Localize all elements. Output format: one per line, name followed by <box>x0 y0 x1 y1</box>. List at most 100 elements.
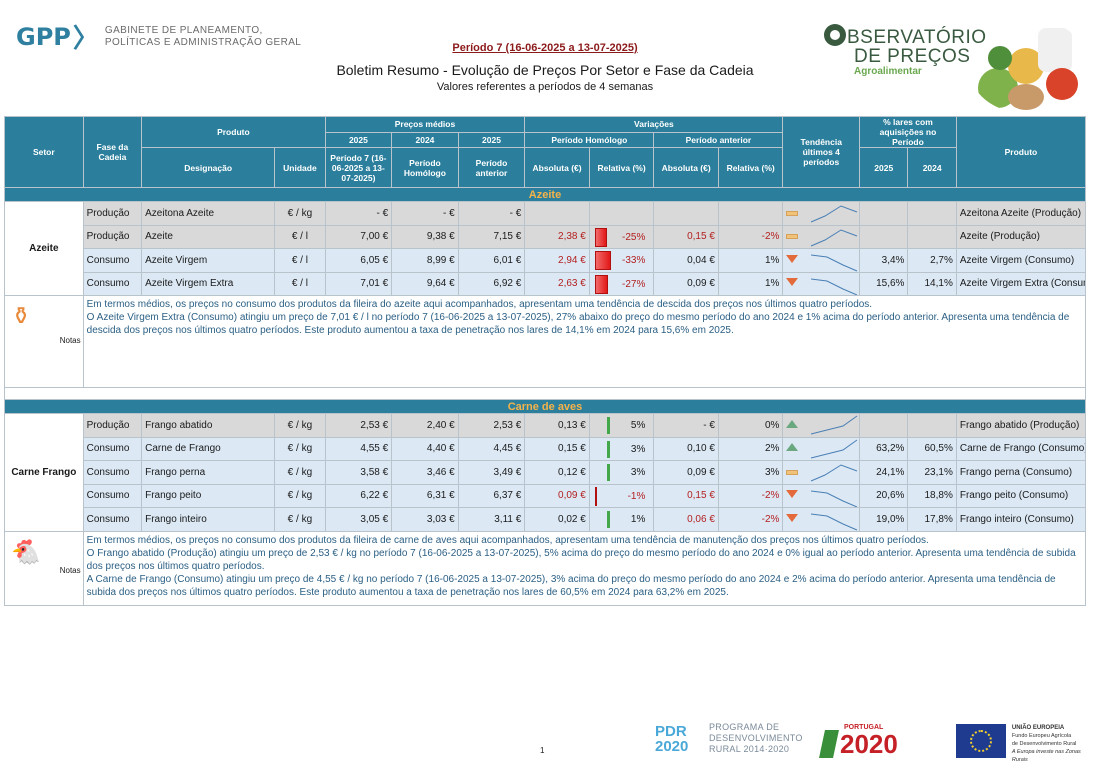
notes-row: 🐔 Notas Em termos médios, os preços no con… <box>4 530 1087 606</box>
price-2024-cell: 3,46 € <box>391 460 459 485</box>
rel-homologo-cell <box>588 201 655 226</box>
price-2025-cell: 4,55 € <box>324 436 393 461</box>
abs-anterior-cell: 0,09 € <box>653 460 719 485</box>
header-lares-2024: 2024 <box>907 147 957 188</box>
pdr-line2: DESENVOLVIMENTO <box>709 733 803 743</box>
header-year-2025: 2025 <box>324 131 393 148</box>
sparkline-line <box>811 439 858 458</box>
price-2024-cell: 9,64 € <box>391 271 459 296</box>
trend-down-icon <box>786 490 799 499</box>
rel-homologo-value: -33% <box>622 255 646 266</box>
lares-2024-cell: 14,1% <box>907 271 957 296</box>
price-2024-cell: - € <box>391 201 459 226</box>
notes-label: Notas <box>59 336 81 345</box>
eu-line2: Fundo Europeu Agrícola <box>1011 733 1072 739</box>
note-paragraph: Em termos médios, os preços no consumo d… <box>86 299 873 310</box>
rel-homologo-value: -27% <box>622 278 646 290</box>
lares-2024-cell <box>907 201 957 226</box>
produto-right-cell: Azeite Virgem (Consumo) <box>955 248 1087 273</box>
rel-anterior-cell <box>717 201 784 226</box>
header-periodo-anterior: Período anterior <box>457 147 526 188</box>
portugal2020-logo: PORTUGAL 2020 <box>819 724 898 758</box>
produto-right-cell: Azeite (Produção) <box>955 224 1087 249</box>
sector-name: Azeite <box>4 201 84 296</box>
fase-cell: Produção <box>82 413 143 438</box>
sparkline-line <box>811 490 858 507</box>
header-fase: Fase da Cadeia <box>82 116 143 188</box>
sector-name: Carne Frango <box>4 413 84 532</box>
trend-cell <box>782 248 861 273</box>
table-row: Consumo Azeite Virgem Extra € / l 7,01 €9,6… <box>5 271 1087 296</box>
produto-right-cell: Carne de Frango (Consumo) <box>955 436 1087 461</box>
rel-homologo-value: 3% <box>630 443 646 455</box>
price-2025-cell: 3,58 € <box>324 460 393 485</box>
trend-flat-icon <box>786 210 799 216</box>
sparkline-line <box>811 205 858 223</box>
notes-text: Em termos médios, os preços no consumo d… <box>82 295 1087 388</box>
price-2025-cell: 2,53 € <box>324 413 393 438</box>
rel-homologo-cell: -33% <box>588 248 655 273</box>
rel-anterior-cell: 2% <box>717 436 784 461</box>
header-absoluta-h: Absoluta (€) <box>524 147 590 188</box>
rel-anterior-cell: 3% <box>717 460 784 485</box>
price-anterior-cell: 6,37 € <box>457 483 526 508</box>
designacao-cell: Frango peito <box>141 483 276 508</box>
table-row: Consumo Frango inteiro € / kg 3,05 €3,03 €3… <box>5 507 1087 532</box>
trend-down-icon <box>786 278 799 287</box>
table-row: Azeite Produção Azeitona Azeite € / kg - € - … <box>4 201 1087 296</box>
unidade-cell: € / l <box>274 248 326 273</box>
price-anterior-cell: 6,92 € <box>457 271 526 296</box>
spacer-cell <box>4 387 1086 400</box>
note-paragraph: O Azeite Virgem Extra (Consumo) atingiu … <box>86 312 1070 336</box>
eu-line3: de Desenvolvimento Rural <box>1011 741 1077 747</box>
header-designacao: Designação <box>141 147 276 188</box>
price-anterior-cell: 6,01 € <box>457 248 526 273</box>
price-2024-cell: 6,31 € <box>391 483 459 508</box>
gpp-chevron-icon: 〉 <box>72 23 99 53</box>
lares-2025-cell: 15,6% <box>859 271 909 296</box>
header-periodo7: Período 7 (16-06-2025 a 13-07-2025) <box>324 147 393 188</box>
header-lares: % lares com aquisições no Período <box>859 116 957 148</box>
positive-bar <box>606 511 610 528</box>
abs-homologo-cell: 0,12 € <box>524 460 590 485</box>
positive-bar <box>606 464 610 481</box>
designacao-cell: Azeite <box>141 224 276 249</box>
gpp-sub-line1: GABINETE DE PLANEAMENTO, <box>104 24 263 36</box>
sparkline <box>811 464 858 482</box>
abs-anterior-cell: 0,15 € <box>653 483 719 508</box>
rel-homologo-value: 5% <box>630 420 646 431</box>
abs-anterior-cell: 0,09 € <box>653 271 719 296</box>
page-title: Boletim Resumo - Evolução de Preços Por … <box>336 62 754 78</box>
page-number: 1 <box>540 746 545 755</box>
table-row: Consumo Carne de Frango € / kg 4,55 €4,40 €… <box>5 436 1087 461</box>
notes-label-cell: 🐔 Notas <box>4 530 84 606</box>
designacao-cell: Azeite Virgem Extra <box>141 271 276 296</box>
obs-line1-text: BSERVATÓRIO <box>847 27 987 48</box>
trend-cell <box>782 483 861 508</box>
negative-bar <box>594 486 597 506</box>
lares-2025-cell <box>859 201 909 226</box>
rel-anterior-cell: 1% <box>717 271 784 296</box>
rel-homologo-cell: -25% <box>588 224 655 249</box>
designacao-cell: Azeitona Azeite <box>141 201 276 226</box>
spacer-row <box>4 387 1086 400</box>
trend-cell <box>782 460 861 485</box>
abs-homologo-cell: 0,15 € <box>524 436 590 461</box>
header-tendencia: Tendência últimos 4 períodos <box>782 116 861 188</box>
sector-title: Azeite <box>4 187 1086 202</box>
note-paragraph: A Carne de Frango (Consumo) atingiu um p… <box>86 573 1056 598</box>
fase-cell: Produção <box>82 201 143 226</box>
unidade-cell: € / kg <box>274 460 326 485</box>
abs-anterior-cell: 0,04 € <box>653 248 719 273</box>
obs-logo-line3: Agroalimentar <box>854 66 922 77</box>
designacao-cell: Frango perna <box>141 460 276 485</box>
price-2025-cell: - € <box>324 201 393 226</box>
price-anterior-cell: 4,45 € <box>457 436 526 461</box>
notes-text: Em termos médios, os preços no consumo d… <box>82 530 1087 606</box>
unidade-cell: € / kg <box>274 201 326 226</box>
unidade-cell: € / l <box>274 271 326 296</box>
unidade-cell: € / kg <box>274 507 326 532</box>
unidade-cell: € / kg <box>274 436 326 461</box>
unidade-cell: € / l <box>274 224 326 249</box>
eu-text: UNIÃO EUROPEIA Fundo Europeu Agrícola de… <box>1012 724 1098 764</box>
